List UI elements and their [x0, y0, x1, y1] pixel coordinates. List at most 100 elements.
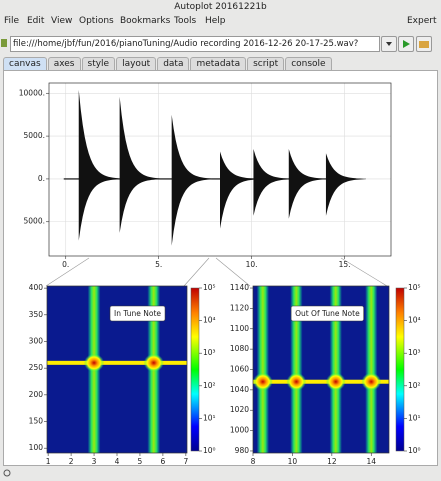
y-tick-label: 150 — [29, 417, 44, 426]
x-tick-label: 1 — [46, 457, 51, 465]
title-bar: Autoplot 20161221b — [174, 2, 267, 12]
y-tick-label: 5000. — [24, 131, 45, 140]
y-tick-label: 1100 — [230, 324, 249, 333]
x-tick-label: 5 — [138, 457, 143, 465]
y-tick-label: 5000. — [24, 217, 45, 226]
x-tick-label: 6 — [161, 457, 166, 465]
annotation: In Tune Note — [114, 309, 161, 318]
y-tick-label: 200 — [29, 390, 44, 399]
colorbar-tick-label: 10³ — [203, 348, 216, 357]
x-tick-label: 0. — [62, 260, 69, 269]
annotation-box — [109, 305, 166, 322]
menu-item[interactable]: Edit — [27, 16, 45, 26]
pitch-line — [253, 379, 389, 384]
plot-frame — [48, 82, 392, 257]
colorbar-tick-label: 10³ — [408, 348, 421, 357]
address-icon — [1, 39, 7, 47]
tab-bar: canvas axes style layout data metadata script c… — [3, 57, 333, 70]
icon — [419, 41, 429, 48]
zoom-connectors — [45, 257, 388, 287]
icon — [403, 40, 410, 48]
icon — [386, 42, 392, 46]
y-tick-label: 250 — [29, 363, 44, 372]
x-tick-label: 2 — [69, 457, 74, 465]
note-hotspot — [253, 372, 273, 391]
canvas-panel: 10000. 5000. 0. 5000. 0. 5. 10. 15. 10⁰ 10¹ 10² 10³… — [3, 70, 438, 466]
note-hotspot — [286, 372, 307, 391]
x-tick-label: 4 — [115, 457, 120, 465]
menu-item[interactable]: File — [4, 16, 20, 26]
y-tick-label: 400 — [29, 283, 44, 292]
colorbar-tick-label: 10⁴ — [408, 316, 421, 325]
annotation: Out Of Tune Note — [295, 309, 360, 318]
address-row: file:///home/jbf/fun/2016/pianoTuning/Au… — [0, 35, 441, 53]
tab[interactable]: console — [285, 57, 332, 70]
note-hotspot — [361, 372, 382, 391]
canvas: 10000. 5000. 0. 5000. 0. 5. 10. 15. 10⁰ 10¹ 10² 10³… — [19, 82, 421, 466]
y-tick-label: 1000 — [230, 426, 249, 435]
note-hotspot — [83, 353, 105, 372]
y-tick-label: 10000. — [19, 88, 45, 97]
y-tick-label: 1060 — [230, 365, 249, 374]
waveform-pulse — [325, 153, 366, 216]
y-tick-label: 100 — [29, 443, 44, 452]
x-tick-label: 12 — [327, 457, 337, 465]
plot-area — [49, 83, 391, 256]
x-tick-label: 3 — [92, 457, 97, 465]
waveform-pulse — [253, 148, 294, 216]
tab[interactable]: data — [157, 57, 190, 70]
x-tick-label: 10. — [246, 260, 258, 269]
waveform-pulse — [171, 114, 212, 246]
tab[interactable]: canvas — [3, 57, 47, 70]
note-column — [256, 286, 269, 453]
menu-item[interactable]: Expert — [407, 16, 437, 26]
note-hotspot — [143, 353, 164, 372]
waveform-pulse — [288, 148, 329, 219]
dropdown-button[interactable] — [381, 36, 397, 52]
menu-item[interactable]: View — [51, 16, 73, 26]
x-tick-label: 8 — [251, 457, 256, 465]
tab[interactable]: style — [81, 57, 116, 70]
pitch-line — [47, 360, 187, 365]
address-field[interactable]: file:///home/jbf/fun/2016/pianoTuning/Au… — [10, 36, 380, 52]
folder-button[interactable] — [416, 36, 432, 52]
x-tick-label: 5. — [155, 260, 162, 269]
menu-item[interactable]: Tools — [174, 16, 197, 26]
waveform-pulse — [78, 89, 119, 241]
x-tick-label: 14 — [366, 457, 376, 465]
x-tick-label: 15. — [339, 260, 351, 269]
colorbar-tick-label: 10⁰ — [203, 446, 216, 455]
menu-item[interactable]: Options — [79, 16, 114, 26]
tab[interactable]: layout — [116, 57, 157, 70]
note-column — [329, 286, 342, 453]
note-column — [365, 286, 378, 453]
y-tick-label: 1080 — [230, 344, 249, 353]
waveform-pulse — [119, 96, 160, 233]
tab[interactable]: axes — [47, 57, 81, 70]
menu-item[interactable]: Help — [205, 16, 226, 26]
colorbar — [190, 287, 200, 452]
go-button[interactable] — [398, 36, 414, 52]
y-tick-label: 350 — [29, 310, 44, 319]
status-icon — [3, 469, 11, 477]
colorbar-tick-label: 10⁵ — [203, 283, 216, 292]
y-tick-label: 0. — [38, 174, 45, 183]
waveform-pulse — [220, 151, 260, 229]
colorbar-tick-label: 10¹ — [203, 413, 216, 422]
note-hotspot — [325, 372, 346, 391]
colorbar-tick-label: 10¹ — [408, 413, 421, 422]
colorbar-tick-label: 10⁴ — [203, 316, 216, 325]
y-tick-label: 980 — [235, 446, 250, 455]
y-tick-label: 1020 — [230, 405, 249, 414]
x-tick-label: 10 — [288, 457, 298, 465]
menu-item[interactable]: Bookmarks — [120, 16, 171, 26]
annotation-box — [290, 305, 365, 322]
menu-bar: File Edit View Options Bookmarks Tools H… — [0, 14, 441, 28]
colorbar-tick-label: 10⁰ — [408, 446, 421, 455]
y-tick-label: 1140 — [230, 283, 249, 292]
tab[interactable]: metadata — [190, 57, 247, 70]
x-tick-label: 7 — [183, 457, 188, 465]
tab[interactable]: script — [247, 57, 285, 70]
